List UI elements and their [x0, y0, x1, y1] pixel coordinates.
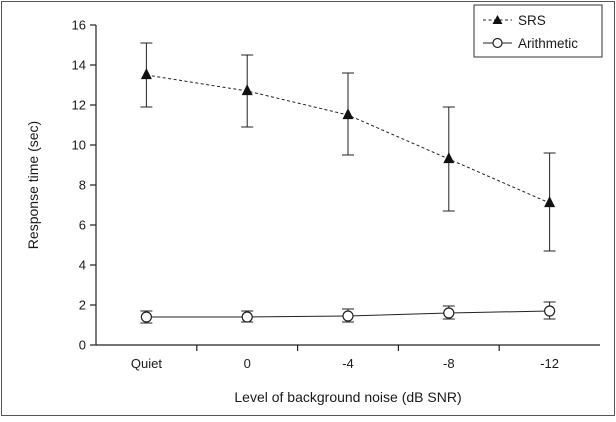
data-point-arithmetic: [342, 310, 354, 322]
y-axis-title: Response time (sec): [25, 121, 41, 249]
series-layer: [140, 42, 556, 324]
legend-srs-marker-icon: [492, 15, 503, 24]
y-axis-ticks: 0 2 4 6 8 10 12 14 16: [72, 18, 96, 353]
y-tick-label: 12: [72, 98, 86, 113]
data-point-srs: [544, 196, 556, 208]
legend-frame: [473, 4, 603, 58]
data-point-srs: [241, 84, 253, 96]
y-tick-label: 4: [79, 258, 86, 273]
y-tick-label: 2: [79, 298, 86, 313]
legend-arithmetic-label: Arithmetic: [518, 36, 578, 51]
x-tick-label: 0: [244, 356, 251, 371]
legend-item-arithmetic: Arithmetic: [483, 36, 578, 51]
x-tick-label: Quiet: [131, 356, 162, 371]
legend-item-srs: SRS: [483, 13, 546, 28]
legend-arithmetic-marker-icon: [492, 37, 503, 49]
data-point-arithmetic: [140, 311, 152, 323]
x-axis-title: Level of background noise (dB SNR): [234, 389, 461, 405]
x-axis-ticks: Quiet 0 -4 -8 -12: [131, 345, 559, 371]
data-point-arithmetic: [241, 311, 253, 323]
y-tick-label: 0: [79, 338, 86, 353]
y-tick-label: 8: [79, 178, 86, 193]
data-point-arithmetic: [443, 307, 455, 319]
legend: SRS Arithmetic: [473, 4, 603, 58]
series-arithmetic: [140, 301, 556, 324]
data-point-srs: [140, 68, 152, 80]
x-tick-label: -4: [342, 356, 354, 371]
x-tick-label: -8: [443, 356, 455, 371]
x-tick-label: -12: [540, 356, 559, 371]
data-point-srs: [342, 108, 354, 120]
y-tick-label: 14: [72, 58, 86, 73]
y-tick-label: 16: [72, 18, 86, 33]
data-point-arithmetic: [543, 305, 556, 317]
legend-srs-label: SRS: [518, 13, 546, 28]
series-srs: [140, 42, 556, 252]
y-tick-label: 6: [79, 218, 86, 233]
y-tick-label: 10: [72, 138, 86, 153]
data-point-srs: [443, 152, 455, 164]
